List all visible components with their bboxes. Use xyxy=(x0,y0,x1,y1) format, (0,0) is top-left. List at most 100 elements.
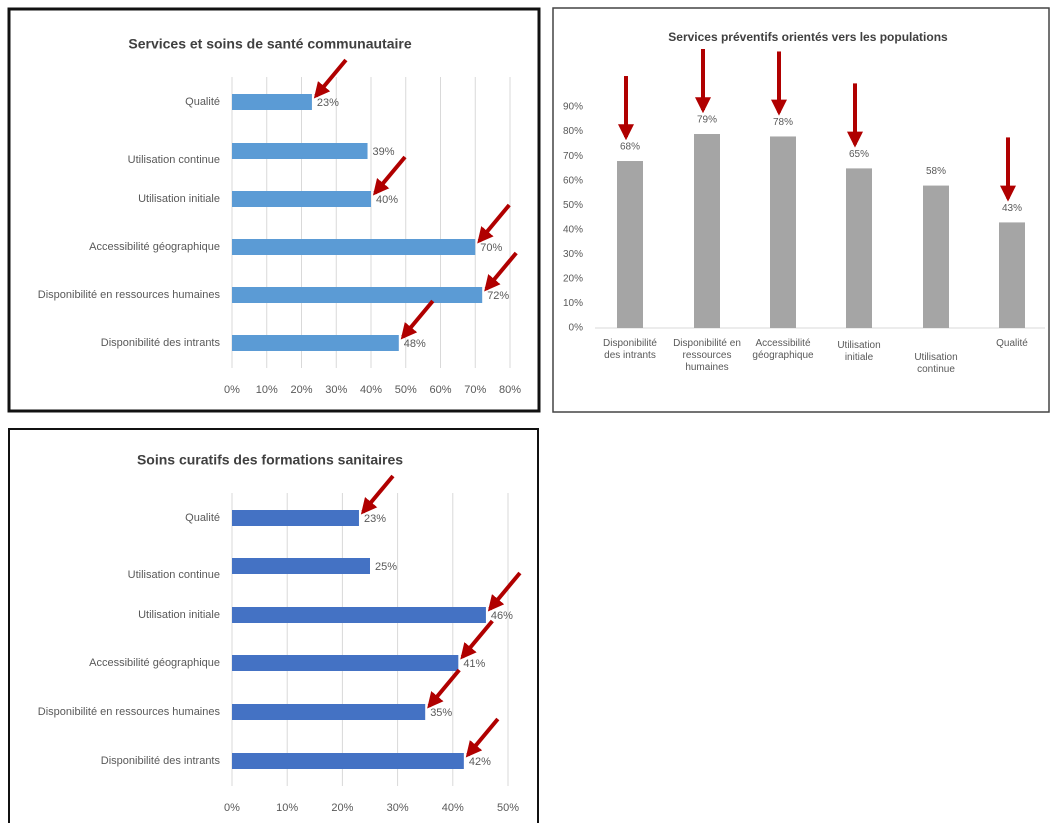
bar xyxy=(923,185,949,328)
data-label: 41% xyxy=(463,658,485,670)
y-tick-label: 0% xyxy=(569,323,584,334)
arrow xyxy=(477,203,511,244)
bar xyxy=(846,168,872,328)
bar xyxy=(999,222,1025,328)
bar xyxy=(232,335,399,351)
data-label: 70% xyxy=(480,242,502,254)
x-tick-label-box: Disponibilité des intrants xyxy=(603,338,657,361)
y-tick-label: 30% xyxy=(563,249,583,260)
chart-title: Services et soins de santé communautaire xyxy=(128,36,411,52)
x-tick-label: 50% xyxy=(395,384,417,396)
y-tick-label: 90% xyxy=(563,102,583,113)
bar xyxy=(232,607,486,623)
frame xyxy=(7,7,541,413)
y-tick-label: 60% xyxy=(563,175,583,186)
x-tick-label: 50% xyxy=(497,802,519,814)
arrow xyxy=(372,155,407,196)
data-label: 46% xyxy=(491,610,513,622)
y-tick-label: 20% xyxy=(563,274,583,285)
x-tick-label: 20% xyxy=(331,802,353,814)
data-label: 79% xyxy=(697,115,717,126)
y-tick-label: Utilisation initiale xyxy=(138,609,220,621)
data-label: 72% xyxy=(487,290,509,302)
bar xyxy=(232,510,359,526)
x-tick-label: Utilisation initiale xyxy=(837,340,881,363)
y-tick-label: Accessibilité géographique xyxy=(89,657,220,669)
arrow xyxy=(360,474,395,515)
x-tick-label: 40% xyxy=(360,384,382,396)
y-tick-label: Utilisation continue xyxy=(128,154,220,166)
x-tick-label-box: Accessibilité géographique xyxy=(752,338,814,361)
x-tick-label: 10% xyxy=(256,384,278,396)
arrow xyxy=(487,571,522,612)
y-tick-label: Disponibilité des intrants xyxy=(101,337,221,349)
y-tick-label: 80% xyxy=(563,126,583,137)
data-label: 68% xyxy=(620,142,640,153)
x-tick-label: 10% xyxy=(276,802,298,814)
bar xyxy=(232,704,426,720)
arrow xyxy=(427,668,461,709)
frame xyxy=(8,428,539,823)
bar xyxy=(617,161,643,328)
y-tick-label: Disponibilité en ressources humaines xyxy=(38,289,221,301)
bar xyxy=(232,94,312,110)
x-tick-label-box: Qualité xyxy=(996,338,1028,349)
y-tick-label: Accessibilité géographique xyxy=(89,241,220,253)
bar xyxy=(232,191,371,207)
y-tick-label: 70% xyxy=(563,151,583,162)
y-tick-label: Disponibilité des intrants xyxy=(101,755,221,767)
x-tick-label: 80% xyxy=(499,384,521,396)
chart-title: Services préventifs orientés vers les po… xyxy=(668,30,948,44)
arrow xyxy=(460,619,494,660)
bar xyxy=(232,287,483,303)
bar xyxy=(232,655,459,671)
x-tick-label: Qualité xyxy=(996,338,1028,349)
x-tick-label: Accessibilité géographique xyxy=(752,338,814,361)
y-tick-label: 10% xyxy=(563,298,583,309)
data-label: 35% xyxy=(430,707,452,719)
chart-title: Soins curatifs des formations sanitaires xyxy=(137,452,403,468)
bar xyxy=(232,143,368,159)
arrow xyxy=(465,717,500,758)
y-tick-label: Qualité xyxy=(185,512,220,524)
y-tick-label: 40% xyxy=(563,224,583,235)
frame xyxy=(552,7,1050,413)
y-tick-label: Utilisation initiale xyxy=(138,193,220,205)
x-tick-label: 20% xyxy=(290,384,312,396)
data-label: 48% xyxy=(404,338,426,350)
x-tick-label: Utilisation continue xyxy=(914,352,958,375)
data-label: 58% xyxy=(926,166,946,177)
bar xyxy=(770,136,796,328)
x-tick-label: 40% xyxy=(442,802,464,814)
data-label: 23% xyxy=(364,513,386,525)
data-label: 25% xyxy=(375,561,397,573)
x-tick-label: 0% xyxy=(224,384,240,396)
data-label: 40% xyxy=(376,194,398,206)
x-tick-label: 70% xyxy=(464,384,486,396)
data-label: 78% xyxy=(773,117,793,128)
y-tick-label: Utilisation continue xyxy=(128,569,220,581)
arrow xyxy=(484,251,518,292)
bar xyxy=(694,134,720,328)
data-label: 65% xyxy=(849,149,869,160)
data-label: 23% xyxy=(317,97,339,109)
data-label: 39% xyxy=(373,146,395,158)
bar xyxy=(232,558,370,574)
y-tick-label: 50% xyxy=(563,200,583,211)
x-tick-label-box: Utilisation initiale xyxy=(837,340,881,363)
bar xyxy=(232,753,464,769)
x-tick-label: 0% xyxy=(224,802,240,814)
x-tick-label-box: Utilisation continue xyxy=(914,352,958,375)
data-label: 42% xyxy=(469,756,491,768)
x-tick-label: Disponibilité en ressources humaines xyxy=(673,338,741,373)
bar xyxy=(232,239,476,255)
x-tick-label-box: Disponibilité en ressources humaines xyxy=(673,338,741,373)
arrow xyxy=(313,58,348,99)
x-tick-label: 30% xyxy=(387,802,409,814)
x-tick-label: 60% xyxy=(429,384,451,396)
arrow xyxy=(400,299,435,340)
x-tick-label: Disponibilité des intrants xyxy=(603,338,657,361)
data-label: 43% xyxy=(1002,203,1022,214)
y-tick-label: Qualité xyxy=(185,96,220,108)
